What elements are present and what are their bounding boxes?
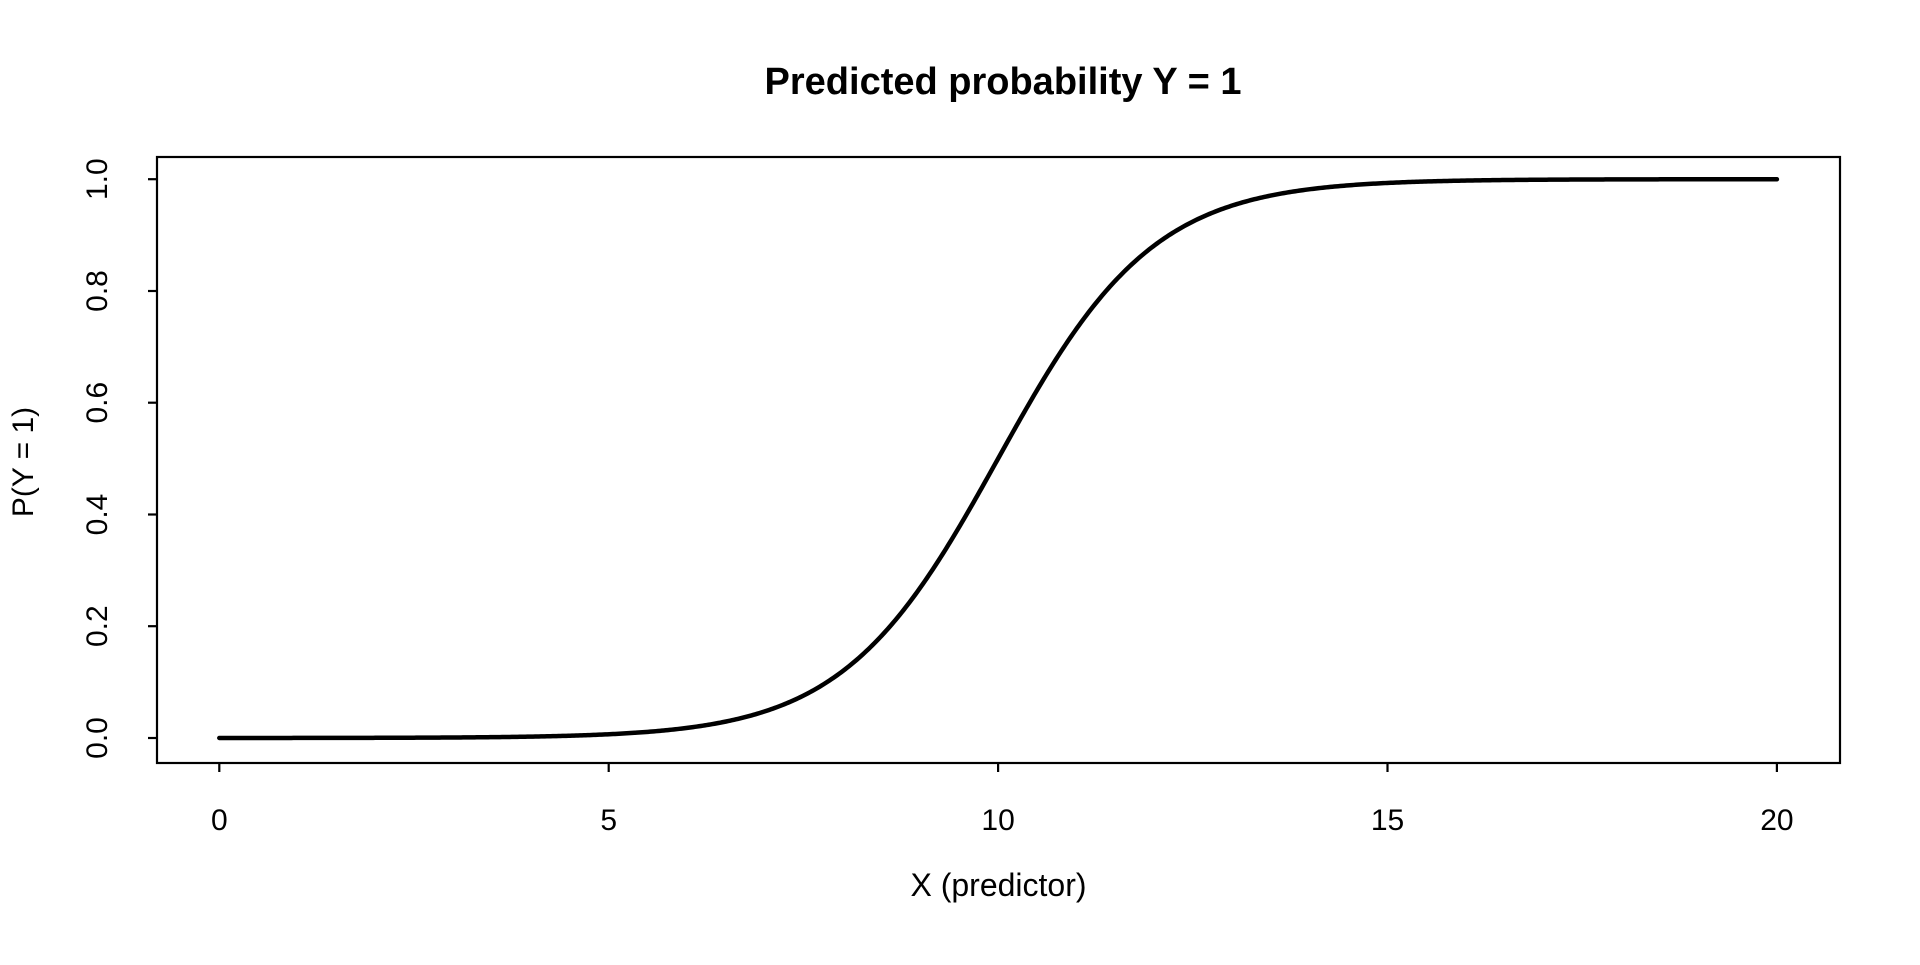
svg-text:0.6: 0.6 [81, 382, 114, 424]
svg-text:0.2: 0.2 [81, 605, 114, 647]
svg-text:5: 5 [600, 804, 617, 837]
svg-text:0.8: 0.8 [81, 270, 114, 312]
svg-text:10: 10 [981, 804, 1014, 837]
svg-text:P(Y = 1): P(Y = 1) [7, 407, 40, 517]
svg-text:Predicted probability Y = 1: Predicted probability Y = 1 [765, 61, 1242, 103]
svg-text:X (predictor): X (predictor) [910, 867, 1086, 903]
svg-text:0.0: 0.0 [81, 717, 114, 759]
svg-text:15: 15 [1371, 804, 1404, 837]
svg-text:1.0: 1.0 [81, 158, 114, 200]
svg-text:20: 20 [1760, 804, 1793, 837]
svg-text:0.4: 0.4 [81, 494, 114, 536]
svg-text:0: 0 [211, 804, 228, 837]
